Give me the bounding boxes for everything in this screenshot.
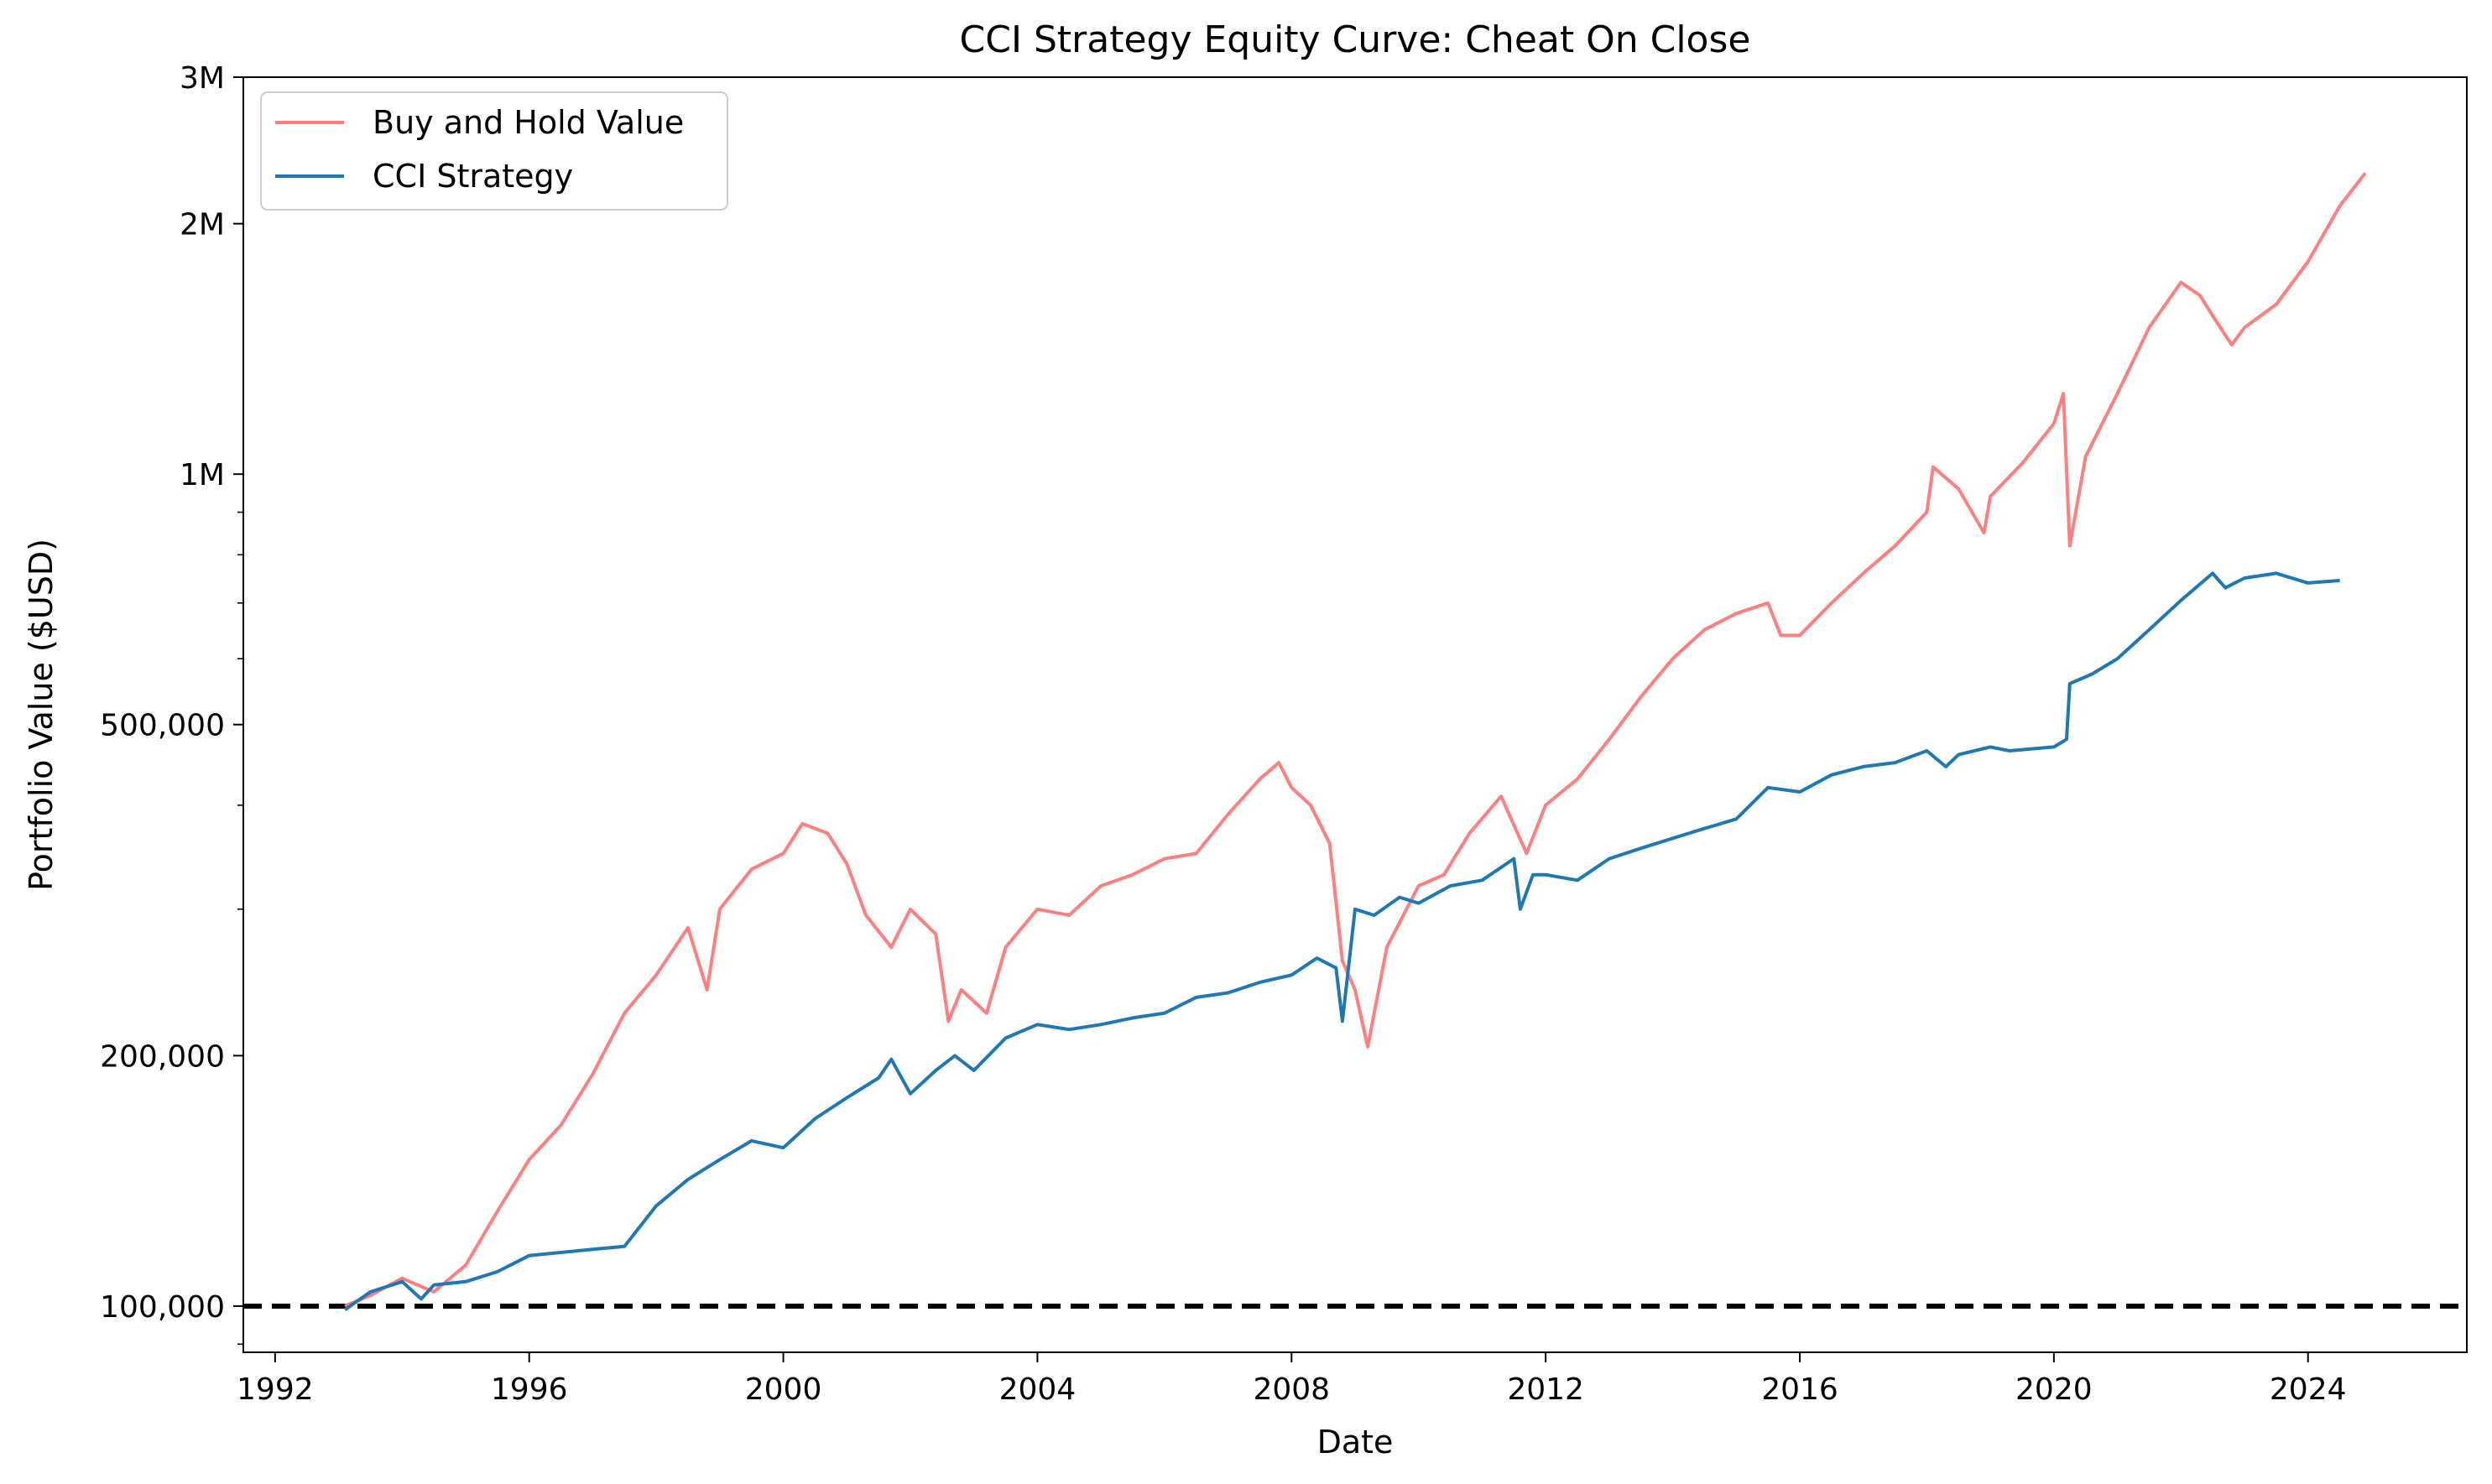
x-tick-label: 2008 xyxy=(1253,1372,1330,1407)
y-tick-label: 3M xyxy=(180,61,225,96)
x-tick-label: 2004 xyxy=(999,1372,1077,1407)
y-axis-label: Portfolio Value ($USD) xyxy=(23,539,60,891)
x-tick-label: 2016 xyxy=(1761,1372,1838,1407)
x-axis-ticks: 1992 1996 2000 2004 2008 2012 2016 2020 2024 xyxy=(237,1352,2347,1407)
legend: Buy and Hold Value CCI Strategy xyxy=(260,91,728,211)
x-tick-label: 1996 xyxy=(491,1372,568,1407)
plot-frame xyxy=(242,76,2468,1353)
x-tick-label: 2020 xyxy=(2015,1372,2093,1407)
cci-strategy-line xyxy=(343,571,2340,1311)
x-tick-label: 1992 xyxy=(237,1372,314,1407)
y-tick-label: 100,000 xyxy=(100,1290,225,1325)
x-tick-label: 2000 xyxy=(745,1372,822,1407)
x-tick-label: 2024 xyxy=(2270,1372,2347,1407)
x-tick-label: 2012 xyxy=(1507,1372,1584,1407)
y-tick-label: 500,000 xyxy=(100,709,225,743)
chart-title: CCI Strategy Equity Curve: Cheat On Clos… xyxy=(960,18,1751,61)
y-axis-ticks: 100,000 200,000 500,000 1M 2M 3M xyxy=(100,61,243,1346)
legend-label-buy-and-hold: Buy and Hold Value xyxy=(373,104,684,141)
y-tick-label: 2M xyxy=(180,208,225,242)
x-axis-label: Date xyxy=(1317,1424,1394,1461)
y-tick-label: 200,000 xyxy=(100,1039,225,1074)
y-tick-label: 1M xyxy=(180,458,225,492)
legend-box xyxy=(260,91,728,211)
buy-and-hold-line xyxy=(344,172,2367,1308)
legend-label-cci-strategy: CCI Strategy xyxy=(373,158,573,195)
